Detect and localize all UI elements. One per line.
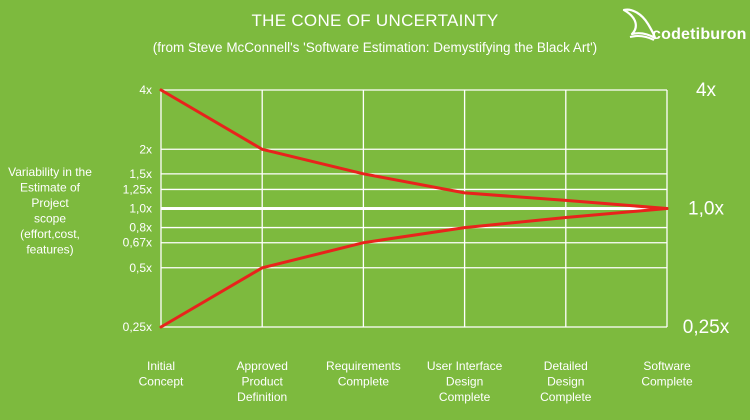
x-category-label-line: Concept bbox=[139, 375, 184, 389]
y-axis-title-line: features) bbox=[26, 243, 73, 257]
right-axis-label: 0,25x bbox=[683, 317, 730, 338]
brand-name: codetiburon bbox=[652, 26, 747, 43]
x-category-label-line: Approved bbox=[237, 359, 288, 373]
x-category-label-line: Product bbox=[242, 375, 284, 389]
y-tick-label: 0,8x bbox=[129, 221, 152, 235]
x-category-label-line: Complete bbox=[540, 390, 592, 404]
y-axis-title-line: Estimate of bbox=[20, 181, 81, 195]
x-category-label-line: Software bbox=[643, 359, 691, 373]
x-category-label-line: Requirements bbox=[326, 359, 401, 373]
y-axis-title-line: Project bbox=[31, 196, 69, 210]
x-category-label-line: User Interface bbox=[427, 359, 503, 373]
x-category-label: Approved Product Definition bbox=[237, 359, 288, 404]
x-category-label: User Interface Design Complete bbox=[427, 359, 503, 404]
lower-bound-line bbox=[159, 207, 669, 329]
y-tick-label: 4x bbox=[139, 83, 152, 97]
y-tick-label: 0,5x bbox=[129, 261, 152, 275]
x-category-label-line: Complete bbox=[641, 375, 693, 389]
right-axis-label: 4x bbox=[696, 80, 717, 101]
y-tick-label: 1,5x bbox=[129, 167, 152, 181]
y-axis-title-line: scope bbox=[34, 212, 66, 226]
x-category-label-line: Complete bbox=[439, 390, 491, 404]
x-category-label: Requirements Complete bbox=[326, 359, 401, 389]
chart-title: THE CONE OF UNCERTAINTY bbox=[251, 11, 499, 30]
y-tick-label: 1,25x bbox=[123, 182, 152, 196]
y-axis-title-line: (effort,cost, bbox=[20, 227, 80, 241]
x-category-label-line: Initial bbox=[147, 359, 175, 373]
right-axis-label: 1,0x bbox=[688, 199, 724, 220]
y-axis-title-line: Variability in the bbox=[8, 165, 92, 179]
y-tick-label: 2x bbox=[139, 142, 152, 156]
upper-bound-line bbox=[159, 88, 669, 210]
x-category-label: Software Complete bbox=[641, 359, 693, 389]
x-category-label-line: Definition bbox=[237, 390, 287, 404]
y-tick-label: 0,25x bbox=[123, 320, 152, 334]
brand-logo: codetiburon bbox=[618, 4, 748, 48]
x-category-label-line: Detailed bbox=[544, 359, 588, 373]
x-category-label: Detailed Design Complete bbox=[540, 359, 592, 404]
y-tick-label: 1,0x bbox=[129, 202, 152, 216]
x-category-label-line: Design bbox=[547, 375, 584, 389]
shark-fin-icon bbox=[622, 8, 657, 41]
x-category-label-line: Complete bbox=[338, 375, 390, 389]
y-axis-title: Variability in the Estimate of Project scop… bbox=[8, 165, 92, 257]
x-category-label-line: Design bbox=[446, 375, 483, 389]
chart-subtitle: (from Steve McConnell's 'Software Estima… bbox=[152, 40, 598, 55]
x-category-label: Initial Concept bbox=[139, 359, 184, 389]
y-tick-label: 0,67x bbox=[123, 236, 152, 250]
